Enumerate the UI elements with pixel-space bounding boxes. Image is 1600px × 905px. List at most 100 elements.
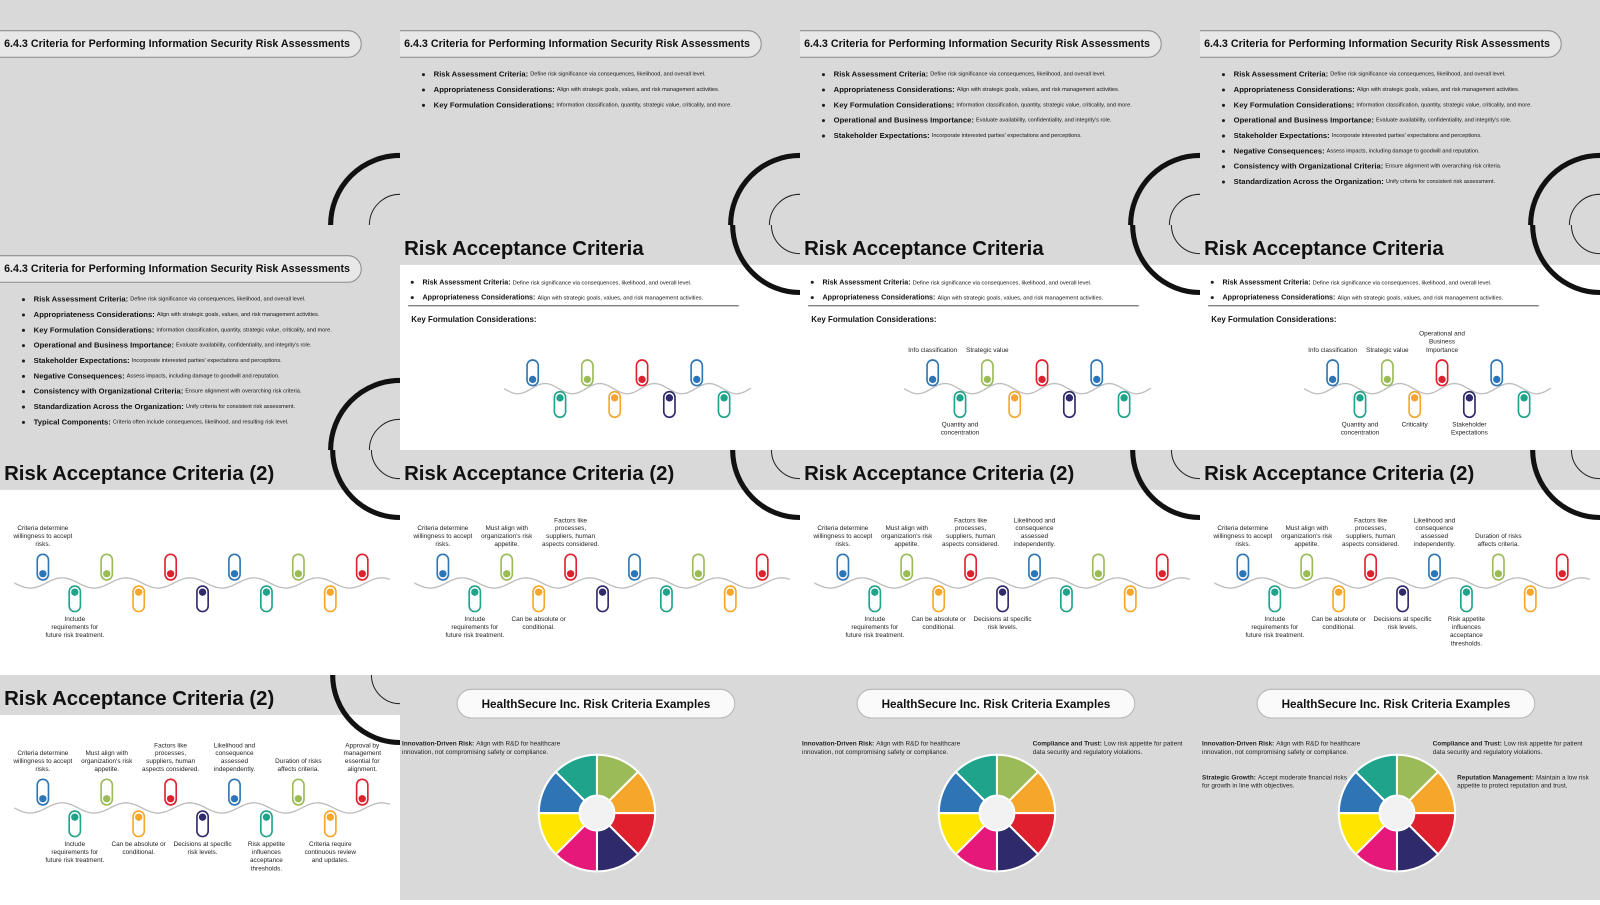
donut-hole bbox=[578, 794, 616, 832]
decor-arc-small bbox=[1170, 450, 1200, 480]
lower-label-box: Stakeholder Expectations bbox=[1444, 421, 1495, 437]
content-area bbox=[1200, 264, 1600, 450]
subheading: Key Formulation Considerations: bbox=[411, 315, 536, 324]
lower-label-box: Risk appetite influences acceptance thre… bbox=[237, 841, 296, 873]
label-text: Include requirements for future risk tre… bbox=[1245, 615, 1305, 639]
label-text: Factors like processes, suppliers, human… bbox=[142, 742, 200, 774]
pin-dot bbox=[39, 570, 47, 578]
bullet-dot bbox=[821, 103, 825, 107]
bullet-text: Operational and Business Importance: Eval… bbox=[34, 341, 312, 350]
upper-label-box: Strategic value bbox=[962, 289, 1013, 354]
slide: HealthSecure Inc. Risk Criteria Examples… bbox=[1200, 675, 1600, 900]
slide: Risk Acceptance Criteria Risk Assessment … bbox=[800, 225, 1200, 450]
label-text: Can be absolute or conditional. bbox=[1311, 615, 1366, 631]
pin-dot bbox=[358, 795, 366, 803]
title-pill bbox=[400, 30, 762, 58]
upper-label-box: Factors like processes, suppliers, human… bbox=[541, 484, 600, 549]
bullet-text: Operational and Business Importance: Eval… bbox=[1234, 116, 1512, 125]
description: Define risk significance via consequence… bbox=[513, 280, 692, 286]
term: Risk Assessment Criteria: bbox=[422, 278, 510, 286]
pin-dot bbox=[693, 375, 701, 384]
pin-dot bbox=[1158, 570, 1166, 578]
lower-label: Decisions at specific risk levels. bbox=[973, 616, 1031, 631]
pin-dot bbox=[1271, 588, 1279, 596]
lower-label: Risk appetite influences acceptance thre… bbox=[237, 841, 296, 873]
pin-dot bbox=[358, 570, 366, 578]
upper-label: Factors like processes, suppliers, human… bbox=[141, 709, 200, 774]
upper-label-box: Criteria determine willingness to accept… bbox=[13, 709, 72, 774]
term: Compliance and Trust: bbox=[1432, 740, 1502, 748]
bullet-dot bbox=[821, 73, 825, 77]
lower-label: Stakeholder Expectations bbox=[1444, 421, 1495, 437]
description: Align with strategic goals, values, and … bbox=[537, 295, 703, 301]
bullet-dot bbox=[821, 88, 825, 92]
upper-label-box: Info classification bbox=[1307, 289, 1358, 354]
upper-label-box: Factors like processes, suppliers, human… bbox=[141, 709, 200, 774]
wave-line bbox=[1303, 382, 1552, 395]
bullet-dot bbox=[421, 73, 425, 77]
pin-dot bbox=[198, 813, 207, 821]
bullet-dot bbox=[821, 134, 825, 138]
description: Evaluate availability, confidentiality, … bbox=[976, 118, 1112, 124]
lower-label-box: Include requirements for future risk tre… bbox=[45, 616, 104, 640]
upper-label-box: Info classification bbox=[907, 289, 958, 354]
slide: Risk Acceptance Criteria (2) Criteria det… bbox=[0, 675, 400, 900]
label-text: Risk appetite influences acceptance thre… bbox=[1447, 615, 1485, 647]
decor-arc bbox=[730, 450, 800, 521]
decor-arc bbox=[1128, 152, 1200, 225]
upper-label-box: Strategic value bbox=[1362, 289, 1413, 354]
bullet-text: Consistency with Organizational Criteria… bbox=[34, 387, 302, 396]
pin-dot bbox=[638, 375, 646, 384]
decor-arc bbox=[330, 675, 400, 746]
lower-label-box: Include requirements for future risk tre… bbox=[445, 616, 504, 640]
bullet-text: Appropriateness Considerations: Align wit… bbox=[822, 293, 1103, 301]
slide-title: 6.4.3 Criteria for Performing Informatio… bbox=[4, 38, 350, 50]
bullet-dot bbox=[810, 280, 814, 284]
term: Typical Components: bbox=[34, 417, 111, 426]
bullet-dot bbox=[1221, 103, 1225, 107]
label-text: Criteria determine willingness to accept… bbox=[413, 525, 473, 549]
label-text: Stakeholder Expectations bbox=[1450, 421, 1488, 437]
label-text: Strategic value bbox=[966, 346, 1009, 355]
term: Consistency with Organizational Criteria… bbox=[1234, 162, 1384, 171]
pin-dot bbox=[1558, 570, 1566, 578]
decor-arc-small bbox=[770, 225, 800, 255]
label-text: Quantity and concentration bbox=[940, 421, 980, 437]
lower-label: Quantity and concentration bbox=[1334, 421, 1385, 437]
upper-label-box: Likelihood and consequence assessed inde… bbox=[1005, 484, 1064, 549]
slide: Risk Acceptance Criteria (2) Criteria det… bbox=[800, 450, 1200, 675]
pin-dot bbox=[1462, 588, 1471, 596]
pin-dot bbox=[1062, 588, 1071, 596]
pin-dot bbox=[583, 375, 592, 384]
lower-label: Can be absolute or conditional. bbox=[112, 841, 166, 856]
wave-line bbox=[1213, 577, 1591, 589]
pin-dot bbox=[326, 813, 334, 821]
upper-label-box: Factors like processes, suppliers, human… bbox=[941, 484, 1000, 549]
bullet-text: Operational and Business Importance: Eval… bbox=[834, 116, 1112, 125]
term: Risk Assessment Criteria: bbox=[1234, 70, 1329, 79]
lower-label-box: Can be absolute or conditional. bbox=[1309, 616, 1368, 632]
upper-label-box: Must align with organization's risk appe… bbox=[77, 709, 136, 774]
pin-dot bbox=[535, 588, 543, 596]
pin-dot bbox=[1328, 375, 1337, 384]
example-text: Innovation-Driven Risk: Align with R&D fo… bbox=[402, 740, 560, 755]
term: Reputation Management: bbox=[1457, 774, 1534, 782]
term: Stakeholder Expectations: bbox=[1234, 131, 1330, 140]
upper-label: Duration of risks affects criteria. bbox=[1475, 533, 1521, 548]
slide: 6.4.3 Criteria for Performing Informatio… bbox=[0, 0, 400, 225]
pin-dot bbox=[1494, 570, 1503, 578]
term: Appropriateness Considerations: bbox=[834, 85, 955, 94]
description: Define risk significance via consequence… bbox=[530, 72, 706, 78]
term: Compliance and Trust: bbox=[1032, 740, 1102, 748]
decor-arc bbox=[728, 152, 800, 225]
lower-label-box: Quantity and concentration bbox=[1334, 421, 1385, 437]
pin-dot bbox=[1366, 570, 1375, 578]
pin-dot bbox=[134, 588, 143, 596]
upper-label: Must align with organization's risk appe… bbox=[77, 709, 136, 774]
term: Standardization Across the Organization: bbox=[1234, 177, 1384, 186]
decor-arc-small bbox=[1170, 225, 1200, 255]
lower-label-box: Criteria require continuous review and u… bbox=[301, 841, 360, 865]
content-area bbox=[800, 264, 1200, 450]
upper-label: Likelihood and consequence assessed inde… bbox=[214, 742, 255, 773]
label-text: Must align with organization's risk appe… bbox=[1281, 525, 1333, 549]
